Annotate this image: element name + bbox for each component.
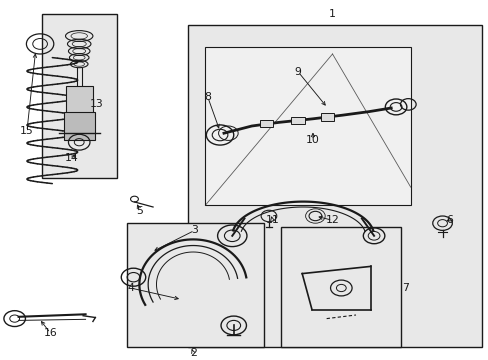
Bar xyxy=(41,14,117,178)
Bar xyxy=(281,227,400,347)
Bar xyxy=(65,86,93,115)
Bar xyxy=(188,25,481,347)
Text: 13: 13 xyxy=(90,99,103,109)
Text: 3: 3 xyxy=(191,225,198,235)
Text: 10: 10 xyxy=(305,135,319,145)
Text: 12: 12 xyxy=(325,215,339,225)
Text: 11: 11 xyxy=(265,215,279,225)
Bar xyxy=(127,223,264,347)
Text: 8: 8 xyxy=(204,92,211,102)
Bar xyxy=(320,113,334,121)
Text: 14: 14 xyxy=(64,153,78,163)
Text: 4: 4 xyxy=(127,283,134,293)
Text: 6: 6 xyxy=(446,215,452,225)
Text: 1: 1 xyxy=(328,9,335,19)
Text: 9: 9 xyxy=(294,67,301,77)
Text: 2: 2 xyxy=(189,348,196,358)
Text: 5: 5 xyxy=(136,206,143,216)
Text: 15: 15 xyxy=(20,126,34,136)
Text: 16: 16 xyxy=(43,328,57,338)
Bar xyxy=(259,120,273,127)
Bar xyxy=(205,47,410,205)
Text: 7: 7 xyxy=(402,283,408,293)
Bar xyxy=(291,117,305,124)
Bar xyxy=(63,112,95,140)
